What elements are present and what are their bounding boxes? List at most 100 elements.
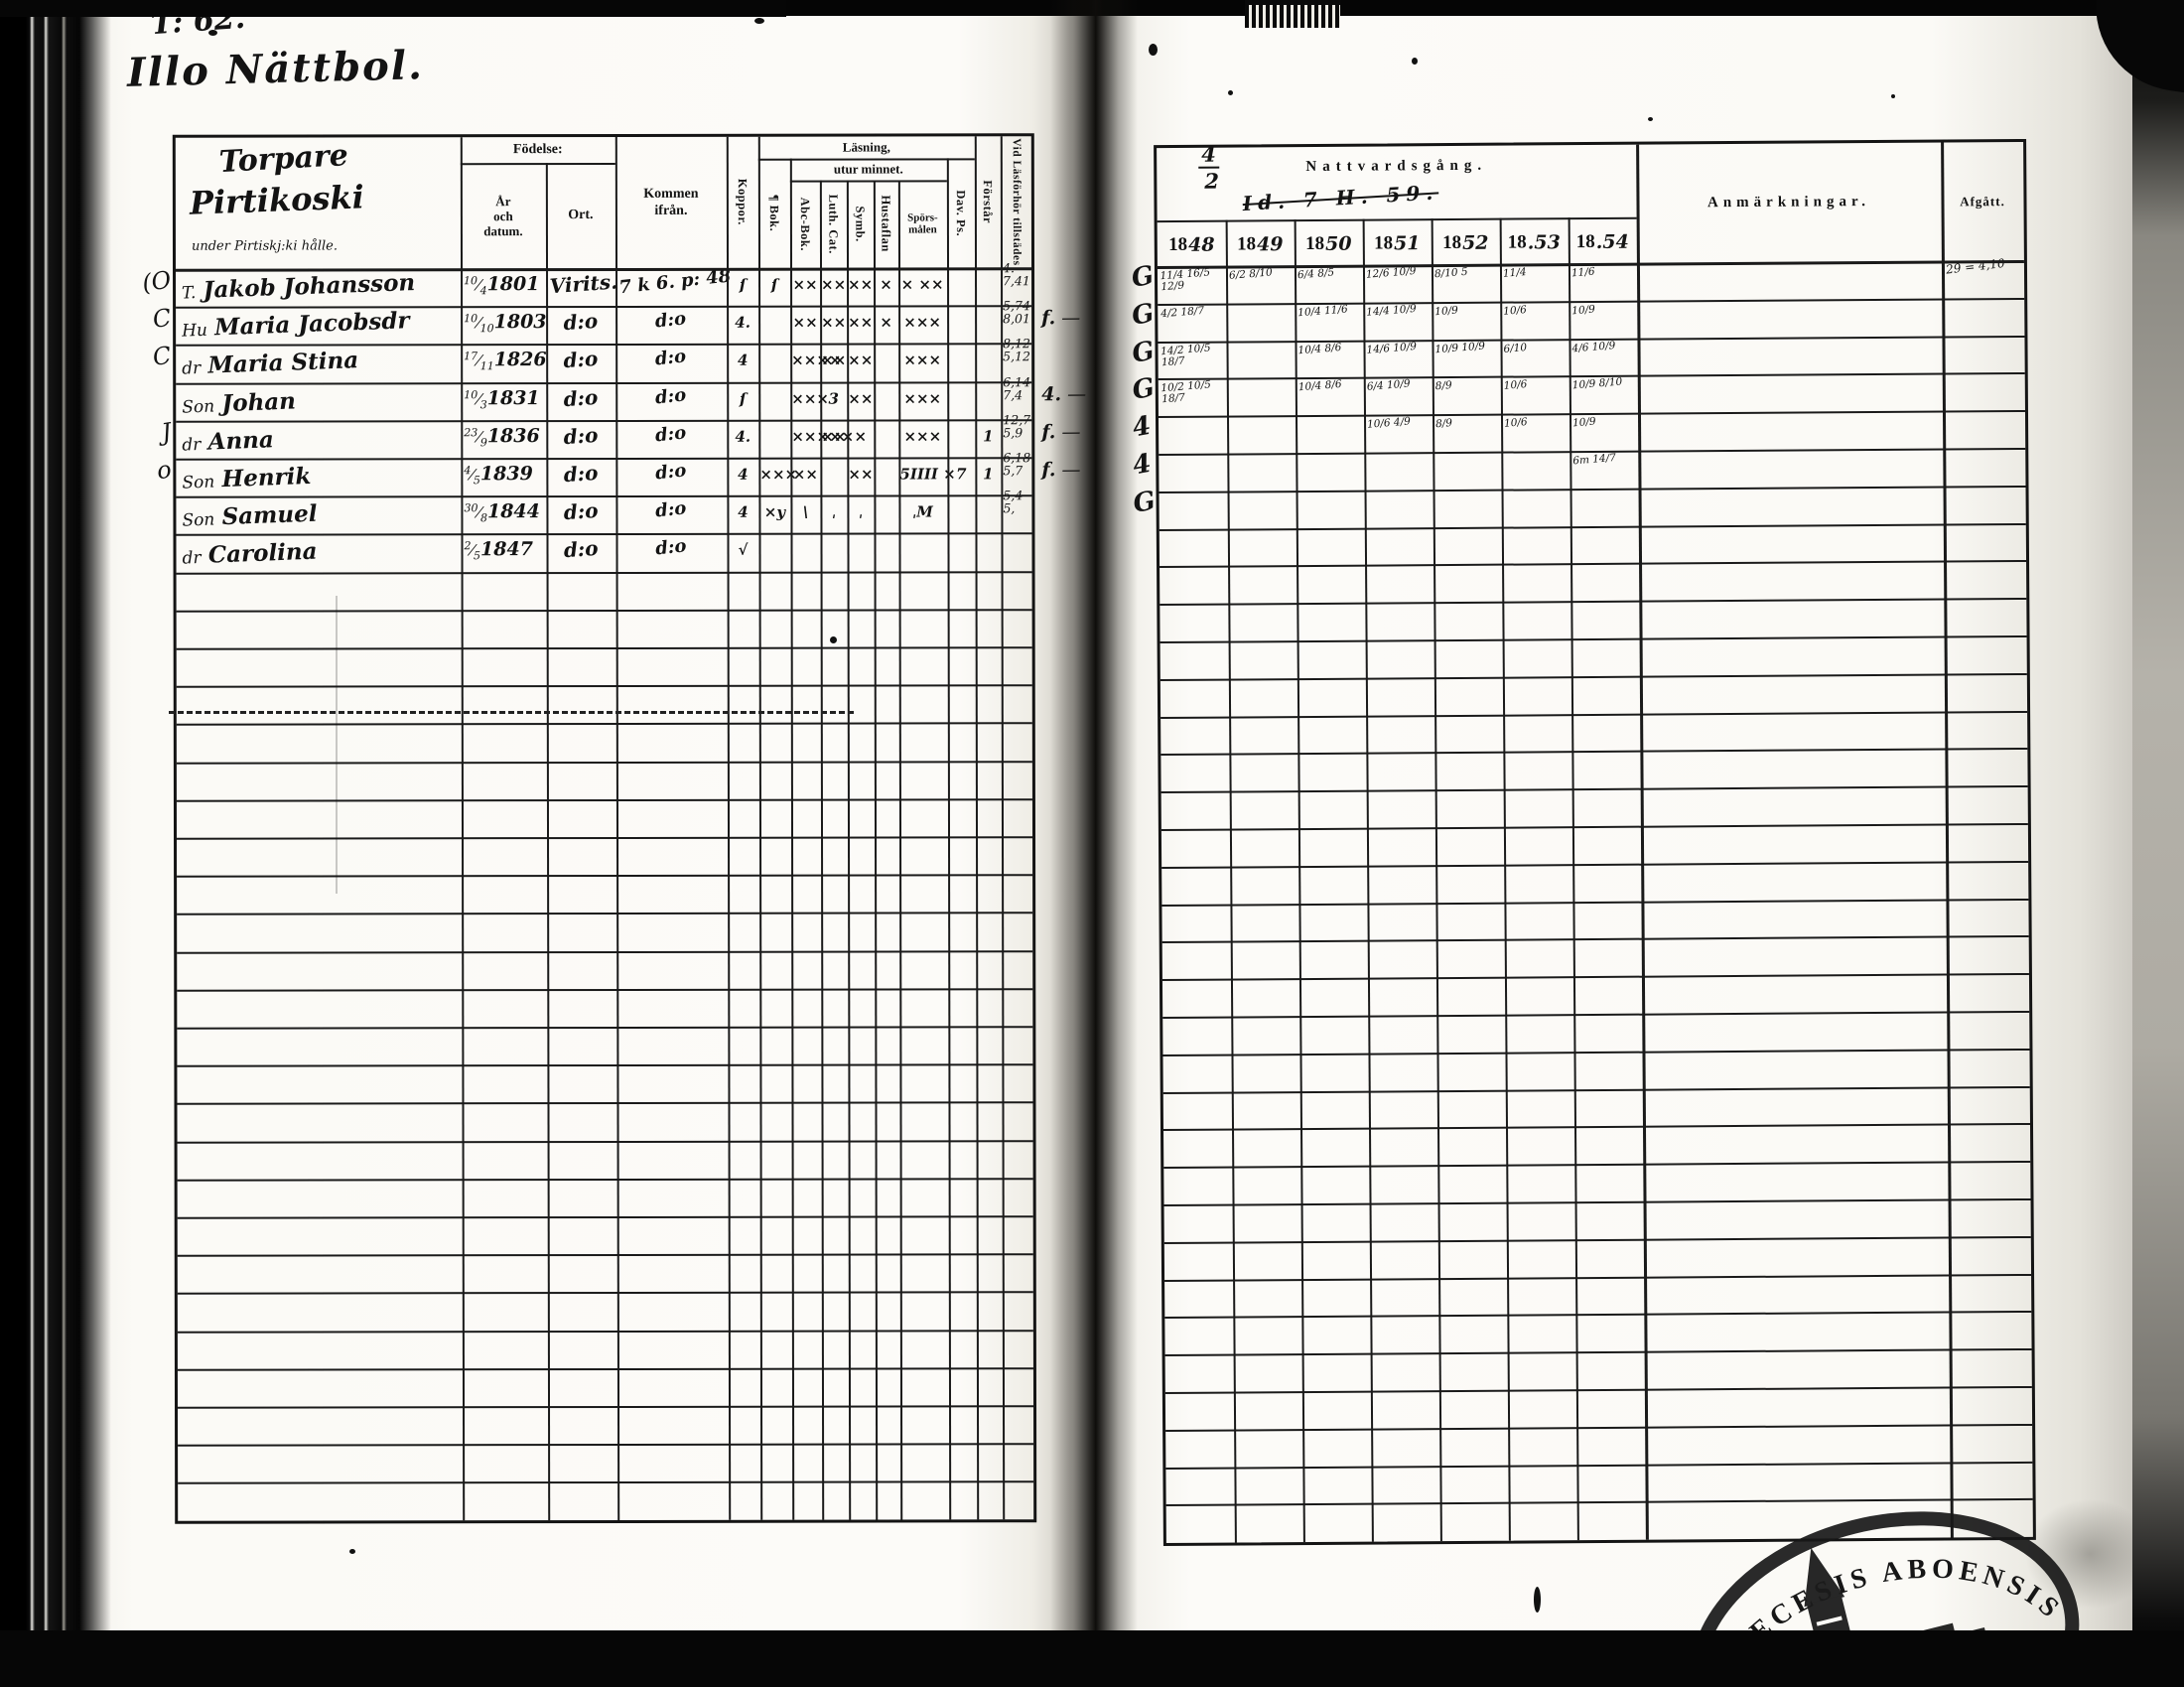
row-line [1163, 1235, 2031, 1244]
header-koppor: Koppor. [735, 179, 750, 226]
table-row: C Hu Maria Jacobsdr 10⁄101803 d:o d:o 4. ×× ×× ×… [151, 298, 1089, 345]
ink-speck [1648, 117, 1653, 121]
row-cell: o [155, 455, 174, 486]
communion-mark-cell: 6/10 [1503, 341, 1528, 355]
header-afgatt: Afgått. [1960, 193, 2005, 209]
communion-mark-cell: 6m 14/7 [1571, 452, 1617, 468]
row-cell: 10⁄41801 [464, 273, 540, 298]
row-line [1163, 1123, 2030, 1132]
communion-mark-cell: 10/4 8/6 [1297, 378, 1342, 394]
page-crease [336, 596, 338, 894]
row-line [1162, 1010, 2030, 1020]
year-header-cell: 18 51 [1373, 231, 1421, 254]
communion-mark-cell: 10/4 8/6 [1297, 341, 1342, 356]
communion-mark-cell: 10/6 [1503, 378, 1528, 393]
communion-mark-cell: 10/6 4/9 [1366, 415, 1412, 431]
year-header-cell: 18 52 [1441, 231, 1489, 254]
row-line [1160, 598, 2027, 607]
row-line [176, 570, 1032, 575]
communion-mark-cell: 10/9 [1571, 415, 1597, 430]
header-vid-lasforhor: Vid Läsförhör tillstädes [1010, 138, 1024, 266]
row-line [177, 1063, 1033, 1067]
household-line1: Torpare [217, 138, 349, 181]
row-line [1165, 1461, 2033, 1470]
communion-mark-cell: 14/4 10/9 [1365, 302, 1418, 319]
row-line [1160, 822, 2028, 832]
row-line [176, 609, 1032, 613]
row-line [177, 1291, 1033, 1296]
book-gutter-shadow [1050, 0, 1138, 1687]
book-left-edge [0, 0, 111, 1687]
handwritten-scribble: Id. 7 H. 59. [1242, 180, 1439, 216]
communion-mark-cell: 8/9 [1434, 379, 1453, 393]
header-symb: Symb. [853, 206, 868, 242]
row-line [178, 1443, 1034, 1447]
table-row: Son Samuel 30⁄81844 d:o d:o 4 ×y \ ˌ ˌ ˌM 5,4 5, [176, 488, 1089, 534]
row-line [177, 912, 1033, 916]
row-line [177, 1101, 1033, 1106]
header-sporsmalen: Spörs- målen [907, 211, 938, 236]
row-line [1163, 1161, 2031, 1170]
communion-mark-cell: 6/4 10/9 [1366, 377, 1411, 394]
table-row: (O T. Jakob Johansson 10⁄41801 Virits. 7 k 6… [140, 260, 1089, 307]
table-row: dr Carolina 2⁄51847 d:o d:o √ [176, 533, 1089, 573]
row-line [177, 1026, 1033, 1030]
row-line [1165, 1423, 2033, 1432]
row-line [1160, 560, 2027, 569]
row-line [176, 798, 1032, 802]
ink-speck [1891, 94, 1895, 98]
household-header-cell: Torpare Pirtikoski under Pirtiskj:ki hål… [176, 137, 461, 269]
ink-speck [208, 30, 217, 36]
row-line [1164, 1273, 2032, 1282]
header-anmarkningar: Anmärkningar. [1706, 194, 1871, 211]
left-register-table: Torpare Pirtikoski under Pirtiskj:ki hål… [140, 133, 1086, 1524]
ink-speck [830, 636, 837, 643]
row-line [1161, 860, 2029, 869]
row-line [1164, 1385, 2032, 1395]
mid-page-dashed-rule [169, 711, 854, 714]
row-line [178, 1405, 1034, 1409]
communion-mark-cell: 14/6 10/9 [1366, 340, 1418, 356]
page-title: Illo Nättbol. [126, 42, 425, 96]
household-line2: Pirtikoski [189, 178, 365, 222]
row-line [1160, 710, 2028, 719]
top-scan-bar [0, 0, 786, 17]
household-line3: under Pirtiskj:ki hålle. [191, 238, 338, 254]
ink-speck [349, 1549, 355, 1554]
row-cell: 2⁄51847 [464, 538, 533, 563]
row-line [177, 1253, 1033, 1257]
year-header-cell: 18.54 [1575, 230, 1629, 253]
fraction-denominator: 2 [1204, 168, 1220, 194]
communion-mark-cell: 10/2 10/5 18/7 [1160, 378, 1212, 406]
year-header-cell: 18 49 [1236, 232, 1284, 255]
row-line [1161, 935, 2029, 944]
header-hustaflan: Hustaflan [879, 195, 893, 253]
header-luth-cat: Luth. Cat. [826, 194, 841, 254]
communion-mark-cell: 10/6 [1503, 416, 1529, 430]
row-line [177, 988, 1033, 992]
ink-speck [1228, 90, 1233, 95]
fraction-numerator: 4 [1198, 141, 1219, 169]
row-line [177, 1367, 1033, 1371]
row-line [1163, 1197, 2031, 1207]
row-line [177, 836, 1033, 840]
year-header-cell: 18.53 [1507, 230, 1561, 253]
row-line [177, 949, 1033, 954]
row-line [177, 1178, 1033, 1182]
row-line [177, 1215, 1033, 1219]
row-line [177, 874, 1033, 878]
row-line [176, 646, 1032, 650]
left-table-header: Torpare Pirtikoski under Pirtiskj:ki hål… [176, 136, 1031, 269]
communion-mark-cell: 10/9 [1433, 304, 1459, 319]
row-line [1160, 748, 2028, 757]
row-cell: 30⁄81844 [464, 500, 540, 525]
row-line [1164, 1348, 2032, 1357]
header-ar-och-datum: År och datum. [483, 193, 523, 238]
row-cell: 4⁄51839 [464, 463, 533, 488]
row-line [178, 1480, 1034, 1485]
communion-mark-cell: 10/6 [1502, 303, 1528, 318]
row-line [1162, 1048, 2030, 1056]
row-cell: 23⁄91836 [464, 424, 540, 450]
year-header-cell: 18 50 [1304, 232, 1352, 255]
